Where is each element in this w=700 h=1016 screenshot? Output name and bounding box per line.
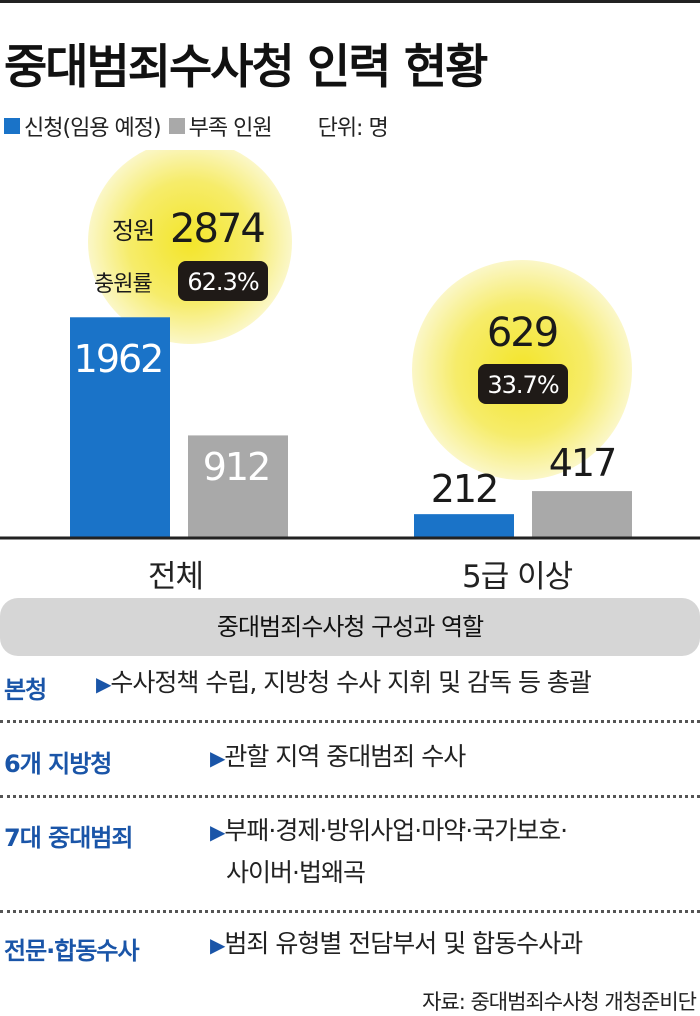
section-header: 중대범죄수사청 구성과 역할 <box>0 598 700 656</box>
triangle-marker-icon: ▶ <box>210 746 225 770</box>
triangle-marker-icon: ▶ <box>210 933 225 957</box>
data-label-1: 912 <box>203 445 270 489</box>
role-desc-line: 범죄 유형별 전담부서 및 합동수사과 <box>224 929 583 958</box>
total-label: 정원 <box>112 217 154 245</box>
divider <box>0 910 700 913</box>
triangle-marker-icon: ▶ <box>96 672 111 696</box>
legend: 신청(임용 예정) 부족 인원 단위: 명 <box>4 110 389 142</box>
data-label-2: 212 <box>431 467 498 511</box>
data-label-0: 1962 <box>74 337 163 381</box>
role-desc: ▶수사정책 수립, 지방청 수사 지휘 및 감독 등 총괄 <box>96 664 592 703</box>
bar-shortage-1 <box>532 491 632 538</box>
fill-rate-value-grade5: 33.7% <box>487 371 558 399</box>
role-label: 6개 지방청 <box>4 750 112 778</box>
total-value-grade5: 629 <box>487 310 557 356</box>
bar-applied-1 <box>414 514 514 538</box>
category-label-total: 전체 <box>148 559 204 595</box>
role-desc-line: 관할 지역 중대범죄 수사 <box>224 742 466 771</box>
page-title: 중대범죄수사청 인력 현황 <box>4 40 488 95</box>
role-label: 전문·합동수사 <box>4 937 140 965</box>
unit-label: 단위: 명 <box>317 116 389 141</box>
top-rule <box>0 0 700 3</box>
bar-applied-0 <box>70 317 170 538</box>
role-desc: ▶부패·경제·방위사업·마약·국가보호· <box>210 812 568 851</box>
legend-swatch-gray <box>168 118 185 134</box>
divider <box>0 795 700 798</box>
legend-swatch-blue <box>4 118 20 134</box>
data-label-3: 417 <box>549 441 616 485</box>
triangle-marker-icon: ▶ <box>210 820 225 844</box>
role-desc-line: 부패·경제·방위사업·마약·국가보호· <box>224 816 568 845</box>
role-label: 본청 <box>4 676 47 704</box>
role-label: 7대 중대범죄 <box>4 824 133 852</box>
role-desc-line: 수사정책 수립, 지방청 수사 지휘 및 감독 등 총괄 <box>110 668 592 697</box>
role-desc: ▶범죄 유형별 전담부서 및 합동수사과 <box>210 925 583 964</box>
source-credit: 자료: 중대범죄수사청 개청준비단 <box>422 990 697 1014</box>
fill-rate-label: 충원률 <box>94 272 152 297</box>
divider <box>0 720 700 723</box>
bar-chart: 1962 912 212 417 정원 2874 충원률 62.3% 629 33.7% <box>0 150 700 540</box>
total-value: 2874 <box>170 206 264 252</box>
fill-rate-value: 62.3% <box>187 268 258 296</box>
role-desc-line-2: 사이버·법왜곡 <box>226 858 366 887</box>
bar-shortage-0 <box>188 435 288 538</box>
fill-rate-badge <box>178 261 268 301</box>
category-label-grade5: 5급 이상 <box>462 559 573 595</box>
role-desc: ▶관할 지역 중대범죄 수사 <box>210 738 466 777</box>
fill-rate-badge-grade5 <box>478 364 568 404</box>
legend-label-shortage: 부족 인원 <box>188 116 273 141</box>
legend-label-applied: 신청(임용 예정) <box>24 116 162 141</box>
